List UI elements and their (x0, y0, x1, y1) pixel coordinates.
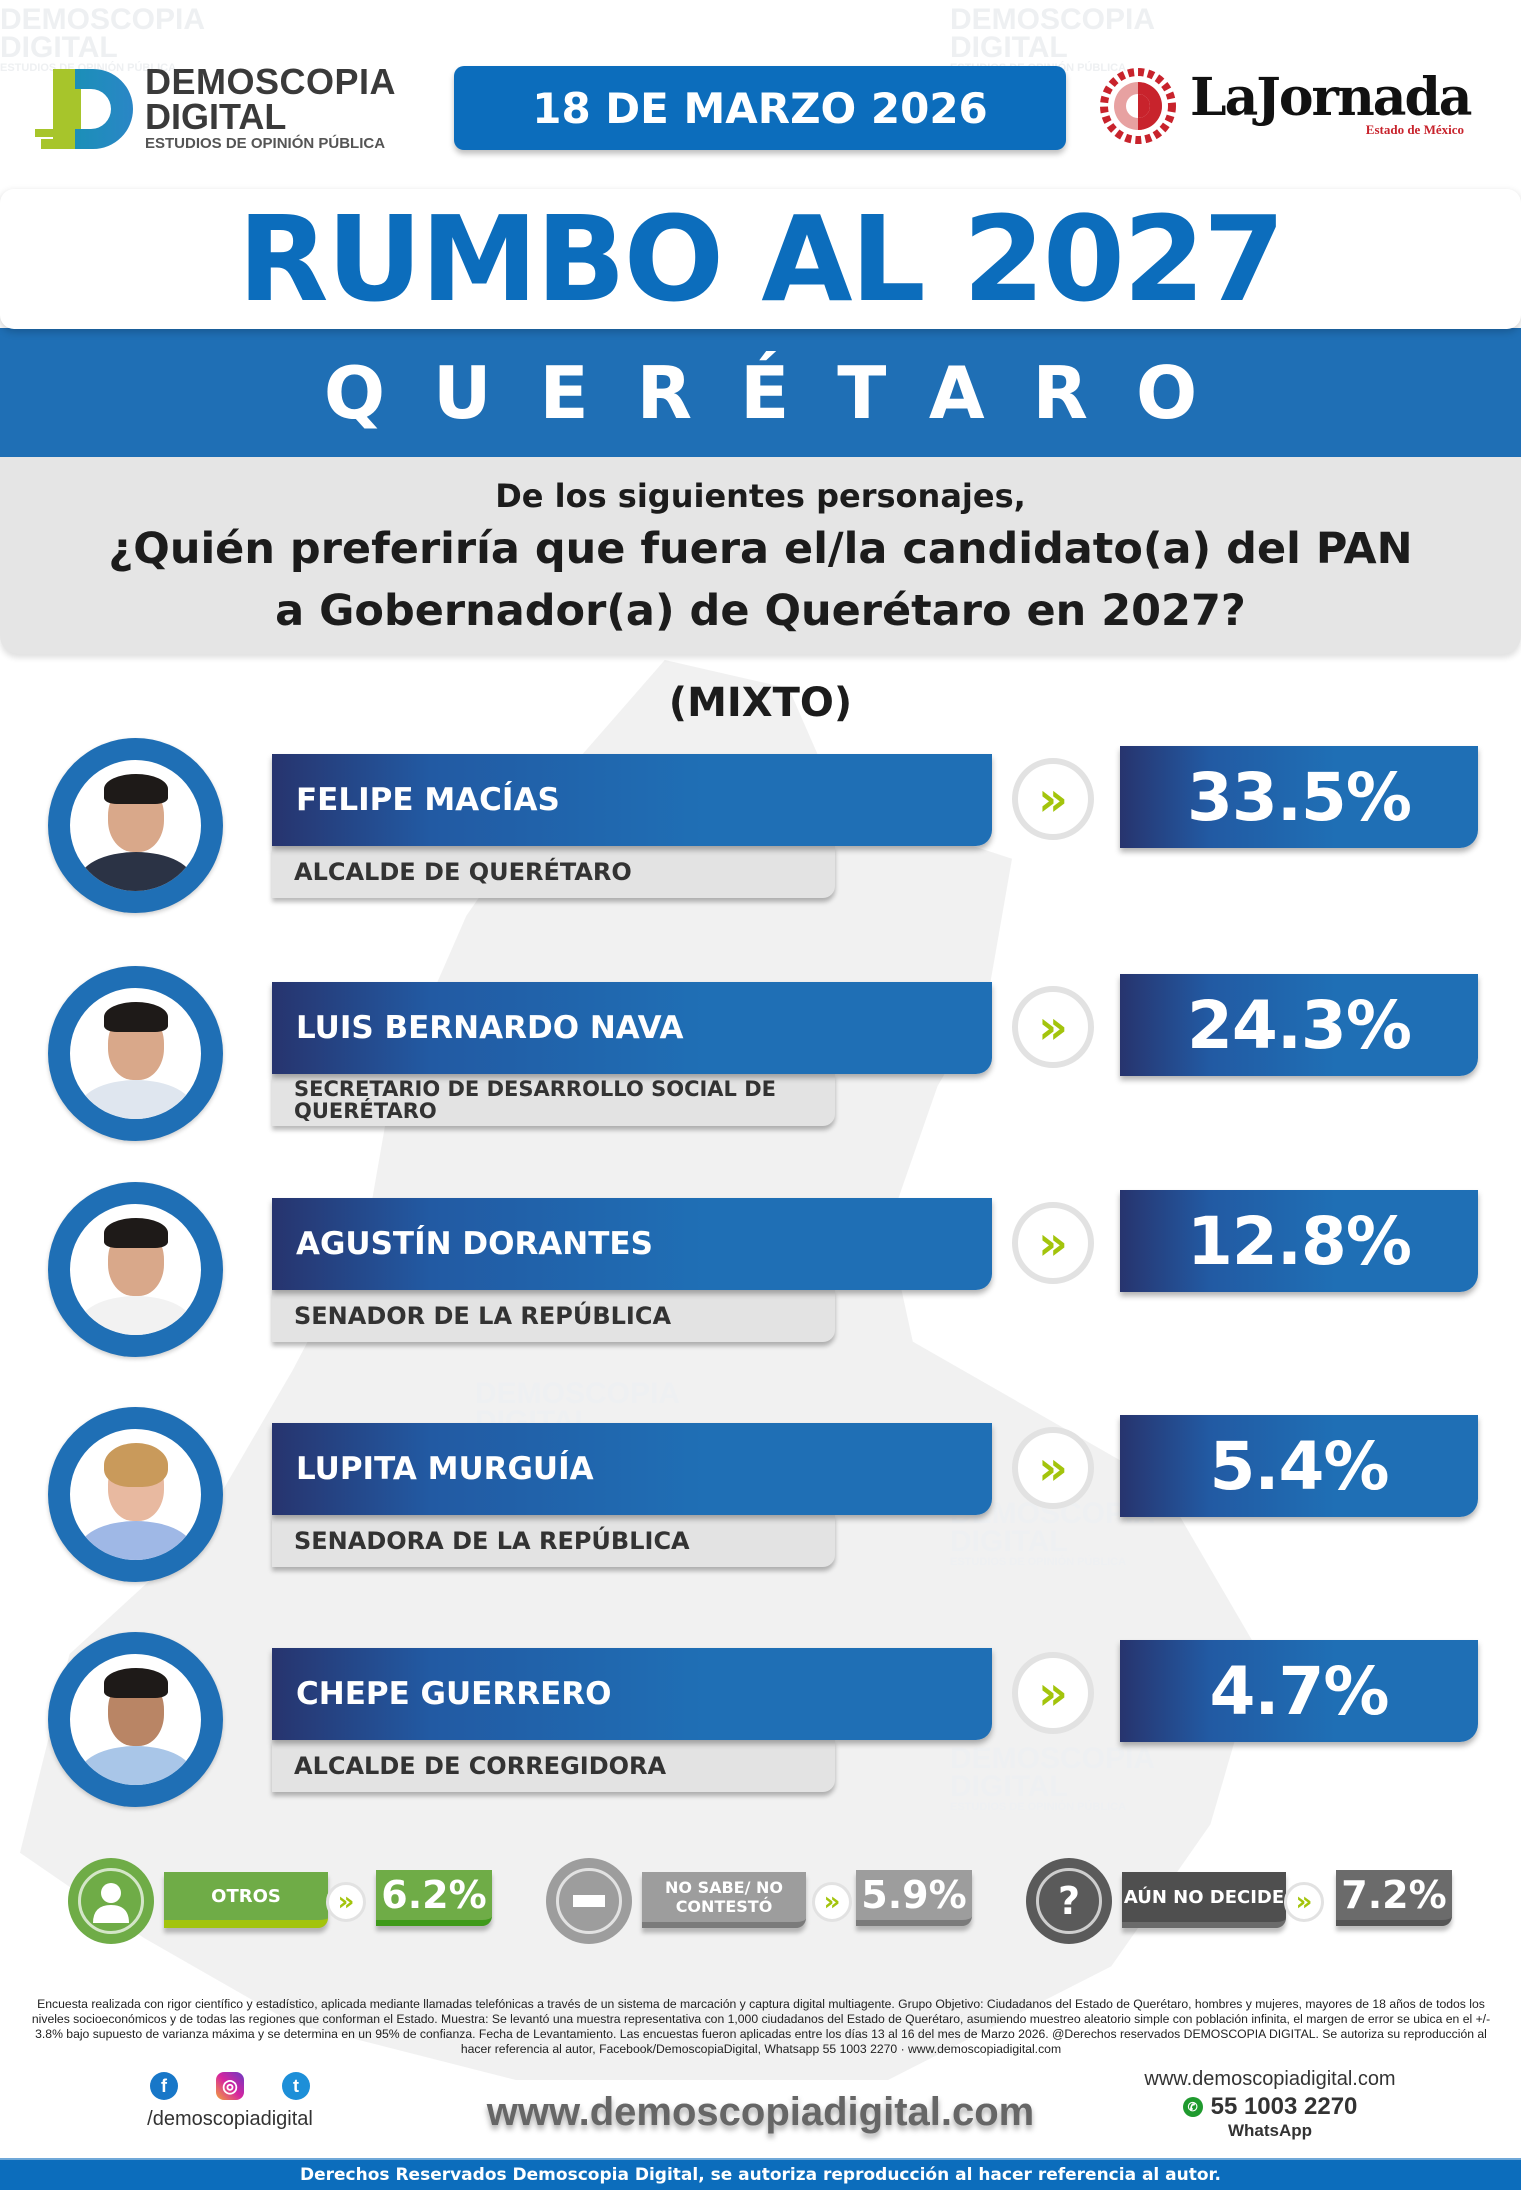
title-card: RUMBO AL 2027 (0, 189, 1521, 329)
candidate-percent: 5.4% (1120, 1415, 1478, 1517)
minus-icon (546, 1858, 632, 1944)
page-title: RUMBO AL 2027 (237, 190, 1285, 328)
candidate-row: CHEPE GUERRERO ALCALDE DE CORREGIDORA » … (0, 1632, 1521, 1868)
candidate-name: FELIPE MACÍAS (272, 754, 992, 846)
facebook-icon[interactable]: f (150, 2072, 178, 2100)
summary-no-sabe: NO SABE/ NO CONTESTÓ » 5.9% (546, 1858, 986, 1948)
question-box: De los siguientes personajes, ¿Quién pre… (0, 457, 1521, 654)
candidate-row: LUIS BERNARDO NAVA SECRETARIO DE DESARRO… (0, 966, 1521, 1202)
candidate-photo (48, 1407, 223, 1582)
double-chevron-icon: » (1012, 1652, 1094, 1734)
summary-label: NO SABE/ NO CONTESTÓ (642, 1872, 806, 1928)
candidate-position: ALCALDE DE QUERÉTARO (272, 846, 835, 898)
double-chevron-icon: » (326, 1882, 366, 1922)
question-intro: De los siguientes personajes, (495, 477, 1026, 515)
copyright-bar: Derechos Reservados Demoscopia Digital, … (0, 2158, 1521, 2190)
candidate-name: AGUSTÍN DORANTES (272, 1198, 992, 1290)
candidate-row: LUPITA MURGUÍA SENADORA DE LA REPÚBLICA … (0, 1407, 1521, 1643)
la-jornada-logo: LaJornada Estado de México (1100, 66, 1472, 150)
summary-aun-no-decide: ? AÚN NO DECIDE » 7.2% (1026, 1858, 1466, 1948)
question-line-2: a Gobernador(a) de Querétaro en 2027? (275, 586, 1246, 636)
twitter-icon[interactable]: t (282, 2072, 310, 2100)
candidate-photo (48, 738, 223, 913)
summary-label: OTROS (164, 1872, 328, 1928)
double-chevron-icon: » (1012, 986, 1094, 1068)
method-label: (MIXTO) (668, 680, 853, 726)
candidate-percent: 24.3% (1120, 974, 1478, 1076)
user-icon (68, 1858, 154, 1944)
candidate-position: SECRETARIO DE DESARROLLO SOCIAL DE QUERÉ… (272, 1074, 835, 1126)
summary-percent: 6.2% (376, 1870, 492, 1926)
candidate-name: CHEPE GUERRERO (272, 1648, 992, 1740)
website-link[interactable]: www.demoscopiadigital.com (486, 2090, 1035, 2134)
instagram-icon[interactable]: ◎ (216, 2072, 244, 2100)
phone-number: 55 1003 2270 (1210, 2093, 1358, 2120)
candidate-percent: 4.7% (1120, 1640, 1478, 1742)
contact-info: www.demoscopiadigital.com ✆ 55 1003 2270 … (1110, 2068, 1430, 2141)
sun-icon (1100, 68, 1176, 144)
contact-website[interactable]: www.demoscopiadigital.com (1144, 2068, 1396, 2090)
double-chevron-icon: » (1012, 1202, 1094, 1284)
question-icon: ? (1026, 1858, 1112, 1944)
double-chevron-icon: » (1284, 1882, 1324, 1922)
question-line-1: ¿Quién preferiría que fuera el/la candid… (108, 524, 1413, 574)
summary-otros: OTROS » 6.2% (68, 1858, 508, 1948)
state-name: QUERÉTARO (323, 351, 1246, 435)
state-band: QUERÉTARO (0, 328, 1521, 458)
candidate-name: LUPITA MURGUÍA (272, 1423, 992, 1515)
social-links: f ◎ t /demoscopiadigital (140, 2072, 320, 2131)
whatsapp-icon: ✆ (1182, 2097, 1203, 2117)
candidate-percent: 12.8% (1120, 1190, 1478, 1292)
demoscopia-logo: DEMOSCOPIA DIGITAL ESTUDIOS DE OPINIÓN P… (35, 63, 415, 155)
whatsapp-label: WhatsApp (1227, 2121, 1313, 2140)
candidate-position: ALCALDE DE CORREGIDORA (272, 1740, 835, 1792)
candidate-row: FELIPE MACÍAS ALCALDE DE QUERÉTARO » 33.… (0, 738, 1521, 974)
summary-percent: 5.9% (856, 1870, 972, 1926)
summary-percent: 7.2% (1336, 1870, 1452, 1926)
candidate-position: SENADORA DE LA REPÚBLICA (272, 1515, 835, 1567)
double-chevron-icon: » (812, 1882, 852, 1922)
candidate-photo (48, 966, 223, 1141)
double-chevron-icon: » (1012, 1427, 1094, 1509)
candidate-percent: 33.5% (1120, 746, 1478, 848)
methodology-note: Encuesta realizada con rigor científico … (31, 1997, 1491, 2056)
candidate-name: LUIS BERNARDO NAVA (272, 982, 992, 1074)
summary-label: AÚN NO DECIDE (1122, 1872, 1286, 1928)
social-handle: /demoscopiadigital (147, 2108, 313, 2130)
demoscopia-d-icon (35, 69, 133, 149)
candidate-position: SENADOR DE LA REPÚBLICA (272, 1290, 835, 1342)
candidate-photo (48, 1632, 223, 1807)
candidate-photo (48, 1182, 223, 1357)
date-banner: 18 DE MARZO 2026 (454, 66, 1066, 150)
candidate-row: AGUSTÍN DORANTES SENADOR DE LA REPÚBLICA… (0, 1182, 1521, 1418)
double-chevron-icon: » (1012, 758, 1094, 840)
